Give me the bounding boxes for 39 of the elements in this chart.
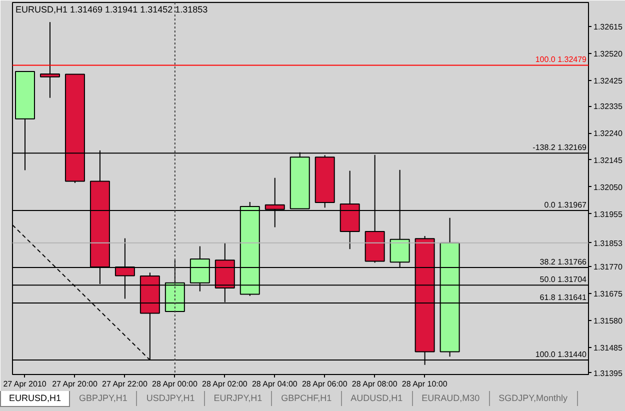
ref-line-label: 50.0 1.31704 <box>540 275 588 284</box>
y-tick-label: 1.31485 <box>594 343 623 352</box>
y-tick-label: 1.31395 <box>594 368 623 378</box>
y-tick-label: 1.32145 <box>594 156 623 165</box>
ref-line-label: 100.0 1.31440 <box>535 350 588 360</box>
ref-line-label: 61.8 1.31641 <box>540 292 588 302</box>
x-tick-label: 28 Apr 04:00 <box>252 380 298 388</box>
x-tick-label: 28 Apr 00:00 <box>152 380 198 388</box>
text: USDJPY,H1 <box>137 391 205 406</box>
x-tick-label: 28 Apr 02:00 <box>202 380 248 388</box>
ref-line-label: 100.0 1.32479 <box>535 55 588 64</box>
x-tick-label: 28 Apr 08:00 <box>352 380 398 388</box>
y-tick-label: 1.32335 <box>594 102 623 112</box>
y-tick-label: 1.32520 <box>594 50 623 59</box>
text: GBPJPY,H1 <box>70 391 138 406</box>
y-tick-label: 1.31853 <box>594 238 623 248</box>
y-tick-label: 1.32425 <box>594 76 623 86</box>
ref-line-label: 38.2 1.31766 <box>540 258 588 267</box>
text: EURUSD,H1 <box>0 391 70 407</box>
chart-title: EURUSD,H1 1.31469 1.31941 1.31452 1.31853 <box>16 4 208 14</box>
text: EURJPY,H1 <box>204 391 272 406</box>
y-tick-label: 1.32050 <box>594 182 623 192</box>
text: GBPCHF,H1 <box>272 391 342 406</box>
ref-line-label: -138.2 1.32169 <box>532 143 588 152</box>
y-tick-label: 1.32240 <box>594 129 623 138</box>
text: AUDUSD,H1 <box>342 391 413 406</box>
x-tick-label: 27 Apr 20:00 <box>52 380 98 388</box>
x-tick-label: 27 Apr 22:00 <box>102 380 148 388</box>
y-tick-label: 1.31770 <box>594 262 623 272</box>
ref-line-label: 0.0 1.31967 <box>544 200 588 210</box>
y-tick-label: 1.32615 <box>594 22 623 32</box>
text: SGDJPY,Monthly <box>490 391 578 406</box>
x-tick-label: 27 Apr 2010 <box>3 380 47 388</box>
y-tick-label: 1.31580 <box>594 316 623 326</box>
y-tick-label: 1.31675 <box>594 289 623 298</box>
x-tick-label: 28 Apr 06:00 <box>302 380 348 388</box>
x-tick-label: 28 Apr 10:00 <box>402 380 448 388</box>
y-tick-label: 1.31955 <box>594 210 623 219</box>
text: EURAUD,M30 <box>412 391 490 406</box>
